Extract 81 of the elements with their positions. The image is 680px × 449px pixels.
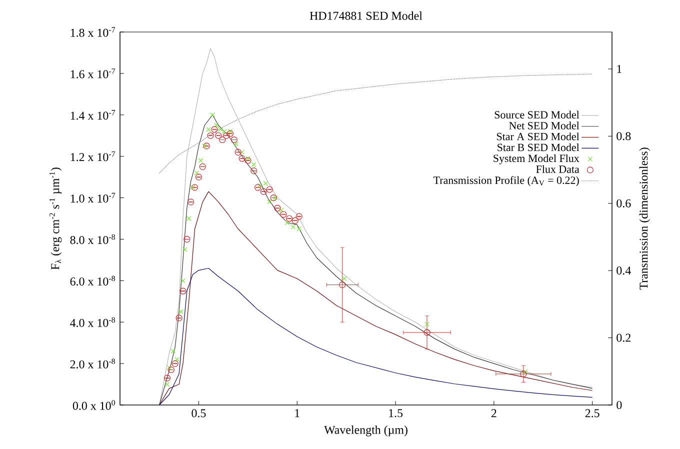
point xyxy=(424,322,430,327)
y-tick-label: 4.0 x 10$^{-8}$ xyxy=(70,317,116,328)
point xyxy=(182,247,188,252)
point xyxy=(290,224,296,230)
x-tick-label: 1 xyxy=(295,409,300,418)
point xyxy=(203,142,210,150)
point xyxy=(251,162,256,168)
y2-axis-title: Transmission (dimensionless) xyxy=(639,148,650,290)
point xyxy=(186,216,192,221)
x-axis-title: Wavelength (µm) xyxy=(324,425,408,436)
legend-label: Transmission Profile (A$_{V}$ = 0.22) xyxy=(434,176,579,186)
point xyxy=(195,174,202,180)
point xyxy=(522,369,528,374)
y2-tick-label: 0.8 xyxy=(616,132,631,140)
y-tick-label: 2.0 x 10$^{-8}$ xyxy=(70,358,116,368)
point xyxy=(215,132,222,139)
x-tick-label: 1.5 xyxy=(389,409,403,418)
point xyxy=(222,132,230,139)
point xyxy=(257,182,262,188)
point xyxy=(250,168,258,174)
y-tick-label: 6.0 x 10$^{-8}$ xyxy=(70,276,116,286)
point xyxy=(254,184,262,191)
y-tick-label: 1.8 x 10$^{-7}$ xyxy=(70,27,116,37)
legend-label: Source SED Model xyxy=(494,110,580,118)
y-tick-label: 1.0 x 10$^{-7}$ xyxy=(70,192,116,203)
point xyxy=(206,126,211,132)
point xyxy=(263,180,268,186)
point xyxy=(180,278,186,284)
point xyxy=(342,276,347,282)
point xyxy=(178,309,184,314)
point xyxy=(188,198,194,206)
point xyxy=(170,348,176,354)
point xyxy=(234,148,242,156)
y-tick-label: 1.6 x 10$^{-7}$ xyxy=(70,68,116,78)
legend-label: System Model Flux xyxy=(494,154,580,164)
y2-tick-label: 0.6 xyxy=(616,199,631,208)
point xyxy=(273,195,278,200)
y2-tick-label: 1 xyxy=(617,65,622,73)
point xyxy=(274,204,281,212)
point xyxy=(296,213,302,220)
legend-label: Star A SED Model xyxy=(497,132,580,140)
point xyxy=(180,288,186,294)
legend-label: Flux Data xyxy=(536,165,580,173)
point xyxy=(184,236,190,243)
y-tick-label: 1.4 x 10$^{-7}$ xyxy=(70,110,116,120)
y2-tick-label: 0 xyxy=(616,400,622,410)
point xyxy=(168,366,174,374)
point xyxy=(190,185,196,190)
x-tick-label: 2 xyxy=(491,409,496,418)
legend-label: Star B SED Model xyxy=(498,143,580,152)
point xyxy=(210,112,215,118)
point xyxy=(280,211,287,218)
point xyxy=(199,163,206,170)
y-tick-label: 8.0 x 10$^{-8}$ xyxy=(70,234,116,244)
legend-label: Net SED Model xyxy=(509,122,580,130)
point xyxy=(296,226,302,232)
x-tick-label: 2.5 xyxy=(585,409,600,418)
y-tick-label: 0.0 x 10$^{0}$ xyxy=(72,400,116,410)
point xyxy=(166,365,172,370)
point xyxy=(198,158,204,163)
x-tick-label: 0.5 xyxy=(192,409,206,418)
point xyxy=(339,282,346,288)
point xyxy=(211,126,218,133)
point xyxy=(424,329,430,336)
point xyxy=(218,126,223,132)
point xyxy=(176,314,182,322)
point xyxy=(207,132,214,139)
point xyxy=(270,194,277,202)
chart-title: HD174881 SED Model xyxy=(310,11,422,20)
y2-tick-label: 0.4 xyxy=(616,266,631,275)
y2-tick-label: 0.2 xyxy=(616,334,630,342)
point xyxy=(219,136,226,144)
point xyxy=(164,382,170,387)
point xyxy=(172,360,178,367)
point xyxy=(164,374,171,382)
point xyxy=(520,370,527,378)
y-tick-label: 1.2 x 10$^{-7}$ xyxy=(70,151,116,162)
text: F$_{λ}$ (erg cm$^{-2}$ s$^{-1}$ µm$^{-1}$) xyxy=(49,168,62,270)
point xyxy=(267,200,272,204)
point xyxy=(230,136,238,144)
point xyxy=(191,184,198,191)
